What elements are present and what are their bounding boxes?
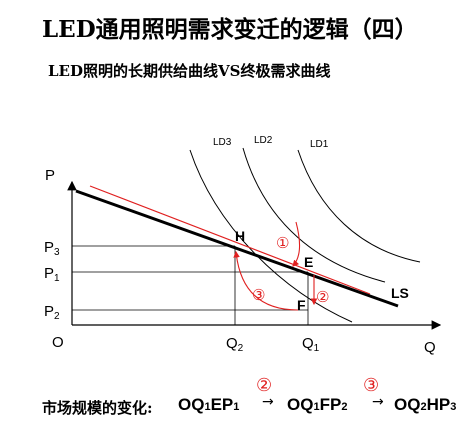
formula-arrow-2: → bbox=[372, 394, 384, 410]
p3-label: P3 bbox=[44, 239, 60, 258]
p3-sub: 3 bbox=[54, 247, 60, 258]
arrow-one bbox=[292, 221, 301, 267]
page-title: LED通用照明需求变迁的逻辑（四） bbox=[42, 16, 418, 43]
marker-one: ① bbox=[276, 234, 289, 252]
q2-label: Q2 bbox=[226, 335, 244, 354]
p1-label: P1 bbox=[44, 265, 60, 284]
formula-term1: OQ1EP1 bbox=[178, 395, 240, 414]
ld3-demand-curve bbox=[189, 149, 353, 323]
point-h-label: H bbox=[235, 228, 245, 244]
old-supply-line bbox=[89, 185, 371, 295]
page-subtitle: LED照明的长期供给曲线VS终极需求曲线 bbox=[48, 62, 331, 80]
x-axis-label: Q bbox=[424, 339, 436, 356]
formula-term2: OQ1FP2 bbox=[287, 395, 348, 414]
q2-sub: 2 bbox=[238, 343, 244, 354]
origin-label: O bbox=[52, 334, 64, 351]
p2-sub: 2 bbox=[54, 311, 60, 322]
ld2-label: LD2 bbox=[254, 135, 273, 146]
ld1-demand-curve bbox=[297, 149, 421, 263]
formula-arrow-1: → bbox=[262, 394, 274, 410]
ld1-label: LD1 bbox=[310, 139, 329, 150]
ld2-demand-curve bbox=[242, 147, 386, 283]
marker-two: ② bbox=[316, 288, 329, 306]
ld3-label: LD3 bbox=[213, 137, 232, 148]
q1-sub: 1 bbox=[314, 343, 320, 354]
formula-marker-two: ② bbox=[256, 375, 273, 396]
point-e-label: E bbox=[304, 254, 313, 270]
p1-sub: 1 bbox=[54, 273, 60, 284]
formula-label: 市场规模的变化: bbox=[42, 399, 153, 417]
formula-marker-three: ③ bbox=[363, 375, 380, 396]
formula-term3: OQ2HP3 bbox=[394, 395, 457, 414]
arrow-three bbox=[233, 250, 299, 311]
ls-supply-line bbox=[75, 189, 399, 308]
ls-label: LS bbox=[391, 285, 409, 301]
q1-label: Q1 bbox=[302, 335, 320, 354]
y-axis-label: P bbox=[45, 167, 55, 184]
marker-three: ③ bbox=[252, 286, 265, 304]
point-f-label: F bbox=[297, 297, 306, 313]
p2-label: P2 bbox=[44, 303, 60, 322]
